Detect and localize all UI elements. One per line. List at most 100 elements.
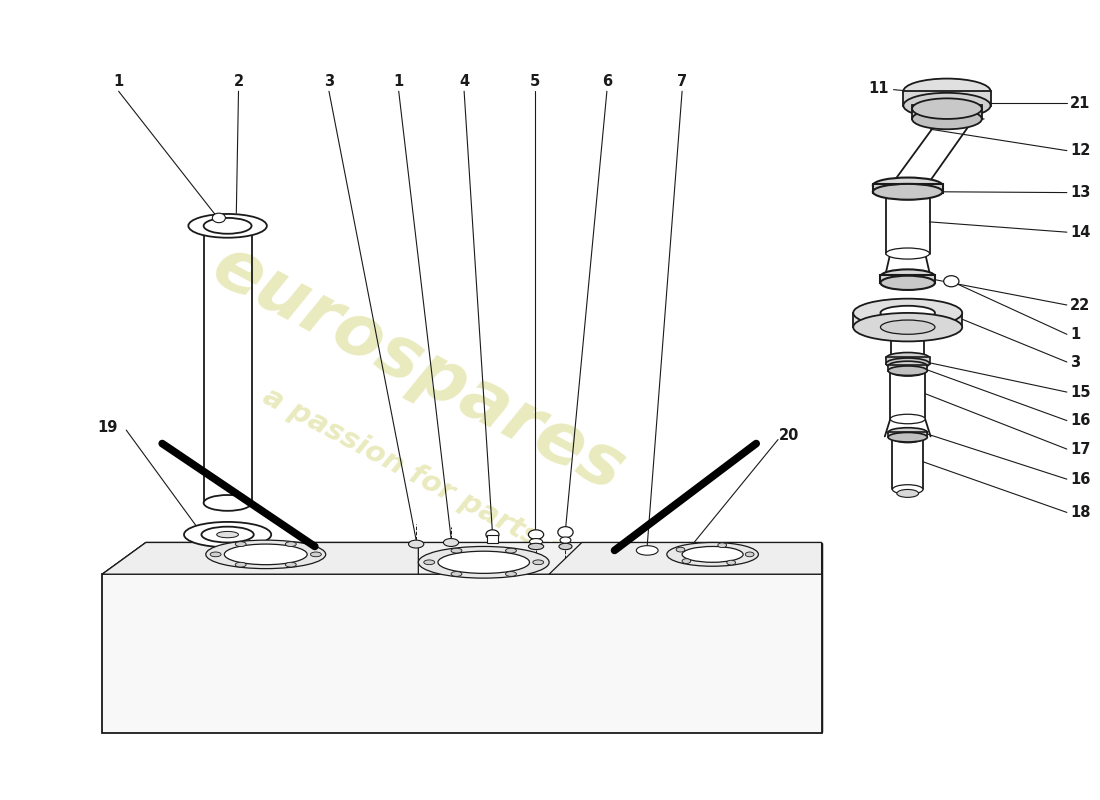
Ellipse shape (886, 189, 929, 200)
Ellipse shape (854, 298, 962, 327)
Text: 1: 1 (1070, 326, 1080, 342)
Ellipse shape (506, 548, 516, 553)
Ellipse shape (201, 526, 254, 542)
Polygon shape (102, 542, 549, 574)
Ellipse shape (888, 366, 927, 375)
Ellipse shape (912, 109, 982, 130)
Text: 12: 12 (1070, 143, 1090, 158)
Bar (912, 105, 982, 119)
Ellipse shape (212, 213, 226, 222)
Ellipse shape (903, 93, 990, 118)
Bar (888, 365, 927, 370)
Bar (886, 358, 929, 363)
Ellipse shape (558, 526, 573, 538)
Text: 16: 16 (1070, 472, 1090, 486)
Ellipse shape (682, 546, 744, 562)
Ellipse shape (727, 560, 736, 565)
Bar (872, 184, 943, 194)
Polygon shape (549, 542, 822, 574)
Text: 1: 1 (113, 74, 123, 89)
Ellipse shape (888, 433, 927, 442)
Ellipse shape (912, 98, 982, 119)
Text: 18: 18 (1070, 505, 1090, 520)
Text: 21: 21 (1070, 96, 1090, 110)
Text: eurospares: eurospares (200, 230, 636, 506)
Ellipse shape (443, 538, 459, 546)
Text: 17: 17 (1070, 442, 1090, 457)
Ellipse shape (418, 546, 549, 578)
Ellipse shape (890, 414, 925, 424)
Text: 15: 15 (1070, 385, 1090, 399)
Ellipse shape (886, 358, 929, 369)
Ellipse shape (667, 542, 758, 566)
Text: 16: 16 (1070, 413, 1090, 428)
Text: 19: 19 (98, 420, 118, 435)
Ellipse shape (880, 276, 935, 290)
Ellipse shape (872, 178, 943, 194)
Bar (903, 91, 990, 106)
Ellipse shape (486, 530, 499, 539)
Ellipse shape (285, 542, 296, 546)
Ellipse shape (438, 551, 529, 574)
Ellipse shape (892, 485, 923, 494)
Ellipse shape (528, 530, 543, 539)
Ellipse shape (880, 270, 935, 284)
Text: 14: 14 (1070, 225, 1090, 240)
Text: a passion for parts since 1985: a passion for parts since 1985 (258, 382, 710, 639)
Ellipse shape (424, 560, 434, 565)
Ellipse shape (528, 543, 543, 550)
Bar (487, 534, 498, 542)
Text: 22: 22 (1070, 298, 1090, 313)
Ellipse shape (872, 184, 943, 200)
Ellipse shape (451, 548, 462, 553)
Ellipse shape (891, 328, 924, 338)
Ellipse shape (636, 546, 658, 555)
Ellipse shape (880, 320, 935, 334)
Ellipse shape (888, 362, 927, 370)
Ellipse shape (217, 531, 239, 538)
Bar (854, 313, 962, 327)
Text: 2: 2 (233, 74, 243, 89)
Ellipse shape (892, 434, 923, 442)
Ellipse shape (944, 276, 959, 286)
Text: 20: 20 (779, 428, 799, 443)
Ellipse shape (188, 214, 267, 238)
Ellipse shape (682, 558, 691, 563)
Text: 3: 3 (323, 74, 334, 89)
Polygon shape (102, 542, 822, 574)
Ellipse shape (285, 562, 296, 567)
Ellipse shape (888, 428, 927, 438)
Bar (102, 574, 822, 733)
Ellipse shape (896, 490, 918, 498)
Ellipse shape (224, 544, 307, 565)
Ellipse shape (891, 358, 924, 366)
Text: 11: 11 (869, 82, 889, 96)
Text: 6: 6 (602, 74, 612, 89)
Ellipse shape (210, 552, 221, 557)
Ellipse shape (559, 543, 572, 550)
Ellipse shape (206, 540, 326, 569)
Ellipse shape (184, 522, 272, 547)
Ellipse shape (718, 543, 727, 547)
Polygon shape (102, 542, 418, 574)
Ellipse shape (310, 552, 321, 557)
Text: 1: 1 (394, 74, 404, 89)
Ellipse shape (880, 306, 935, 320)
Ellipse shape (676, 547, 685, 552)
Ellipse shape (854, 313, 962, 342)
Ellipse shape (506, 571, 516, 576)
Ellipse shape (886, 353, 929, 363)
Ellipse shape (746, 552, 754, 557)
Ellipse shape (451, 571, 462, 576)
Text: 7: 7 (676, 74, 688, 89)
Ellipse shape (886, 248, 929, 259)
Text: 4: 4 (459, 74, 470, 89)
Ellipse shape (890, 366, 925, 376)
Ellipse shape (903, 78, 990, 104)
Text: 3: 3 (1070, 354, 1080, 370)
Bar (888, 432, 927, 438)
Text: 13: 13 (1070, 185, 1090, 200)
Ellipse shape (408, 540, 424, 548)
Ellipse shape (204, 495, 252, 511)
Bar (880, 275, 935, 283)
